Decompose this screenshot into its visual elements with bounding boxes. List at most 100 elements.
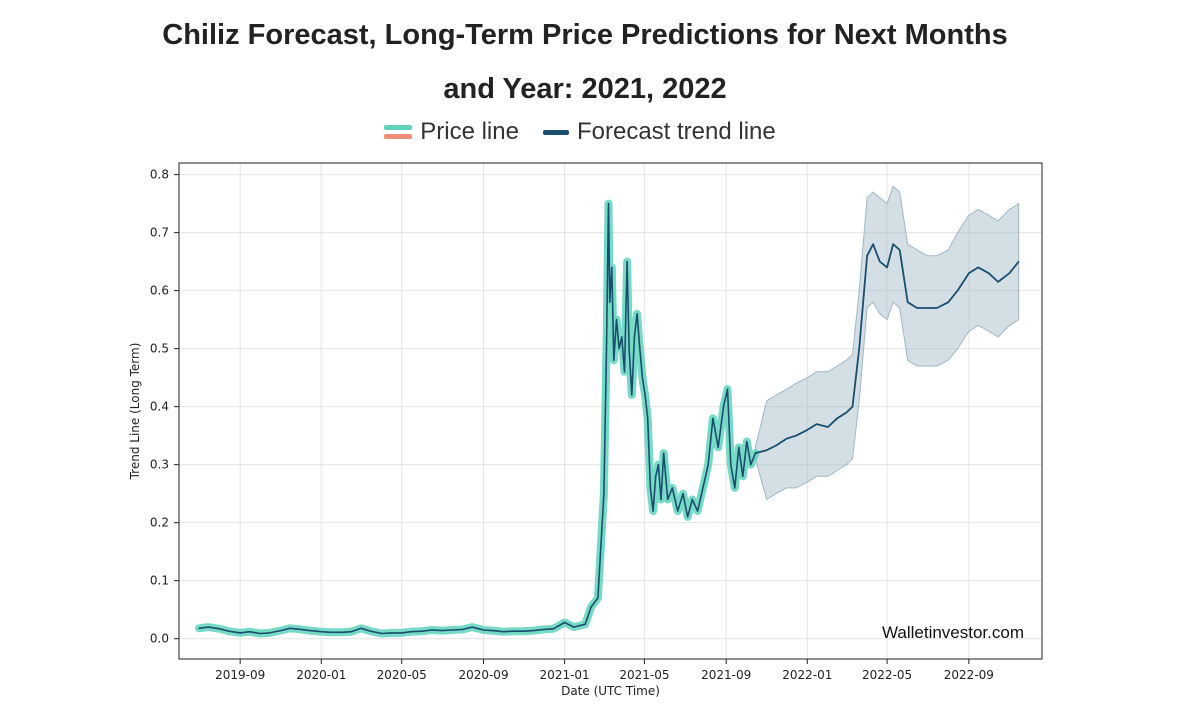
x-tick-label: 2020-01 — [296, 668, 346, 682]
forecast-point — [858, 348, 860, 350]
price-point — [691, 498, 693, 501]
price-point — [607, 203, 610, 205]
price-point — [219, 628, 221, 630]
price-point — [738, 446, 740, 448]
y-tick-label: 0.2 — [150, 516, 169, 530]
title-text-a: Forecast, — [239, 19, 385, 51]
tick-layer: 0.0 0.1 0.2 0.3 0.4 0.5 0.6 0.7 0.8 2019-09 2020-0… — [150, 168, 994, 682]
forecast-point — [866, 255, 868, 257]
price-point — [712, 417, 714, 419]
price-point — [730, 464, 732, 466]
grid — [179, 163, 1042, 659]
legend-item-forecast: Forecast trend line — [542, 118, 776, 146]
x-tick-label: 2022-01 — [782, 668, 832, 682]
price-point — [626, 261, 628, 263]
price-point — [471, 626, 473, 628]
price-point — [512, 630, 514, 632]
price-point — [597, 597, 599, 599]
price-point — [618, 348, 620, 350]
price-point — [451, 629, 453, 631]
price-point — [492, 630, 494, 632]
price-point — [734, 487, 736, 489]
legend-forecast-label: Forecast trend line — [576, 118, 776, 145]
price-point — [341, 631, 343, 633]
forecast-point — [977, 266, 979, 268]
plot-frame — [178, 162, 1043, 660]
price-point — [717, 446, 719, 448]
forecast-point — [775, 444, 777, 447]
forecast-point — [754, 452, 757, 454]
price-point — [613, 359, 615, 361]
x-tick-label: 2021-09 — [701, 668, 751, 682]
forecast-point — [927, 307, 929, 309]
forecast-point — [1018, 261, 1020, 263]
price-point — [631, 394, 633, 396]
price-point — [697, 510, 699, 512]
forecast-point — [988, 272, 990, 274]
forecast-point — [892, 243, 894, 245]
legend-item-price: Price line — [384, 118, 519, 146]
forecast-point — [899, 249, 901, 251]
price-point — [660, 498, 662, 501]
price-point — [726, 388, 729, 390]
price-point — [722, 406, 725, 408]
y-tick-label: 0.3 — [150, 458, 169, 472]
forecast-confidence-band — [754, 185, 1020, 501]
forecast-point — [879, 261, 881, 263]
price-point — [259, 632, 261, 635]
price-point — [605, 348, 608, 350]
x-tick-label: 2020-09 — [458, 668, 508, 682]
x-tick-label: 2021-01 — [540, 668, 590, 682]
price-point — [584, 623, 586, 625]
price-point — [623, 371, 626, 373]
forecast-point — [845, 411, 848, 414]
price-point — [663, 452, 665, 454]
forecast-point — [1008, 272, 1011, 274]
price-point — [750, 464, 752, 466]
price-line — [198, 202, 757, 635]
x-tick-label: 2022-09 — [944, 668, 994, 682]
x-tick-label: 2020-05 — [377, 668, 427, 682]
price-point — [350, 631, 352, 633]
title-coin-name: Chiliz — [162, 19, 240, 51]
price-point — [228, 630, 230, 632]
price-point — [590, 606, 592, 608]
forecast-point — [872, 243, 874, 245]
price-point — [532, 630, 535, 632]
price-point — [655, 475, 657, 477]
price-point — [671, 487, 673, 489]
forecast-point — [907, 301, 909, 303]
price-point — [390, 632, 392, 634]
forecast-point — [997, 281, 999, 283]
forecast-line-swatch — [542, 129, 569, 135]
price-line-swatch — [384, 123, 413, 141]
x-axis-label: Date (UTC Time) — [561, 684, 660, 698]
price-point — [603, 493, 605, 495]
y-tick-label: 0.0 — [150, 632, 169, 646]
price-point — [746, 440, 748, 443]
y-tick-label: 0.6 — [150, 284, 169, 298]
price-point — [198, 627, 200, 629]
price-point — [687, 516, 689, 518]
forecast-point — [947, 301, 949, 303]
price-point — [641, 377, 644, 379]
watermark: Walletinvestor.com — [882, 623, 1024, 642]
price-point — [431, 629, 433, 631]
forecast-point — [806, 429, 808, 431]
price-point — [207, 626, 209, 628]
price-point — [248, 631, 251, 633]
forecast-point — [957, 290, 959, 292]
forecast-point — [816, 423, 818, 425]
price-point — [611, 266, 613, 268]
price-point — [644, 394, 646, 396]
forecast-point — [827, 426, 829, 428]
price-point — [300, 628, 302, 631]
y-tick-label: 0.5 — [150, 342, 169, 356]
forecast-point — [786, 438, 788, 440]
price-point — [707, 464, 709, 466]
forecast-point — [886, 266, 888, 268]
forecast-point — [836, 417, 838, 419]
forecast-point — [851, 406, 854, 408]
price-point — [649, 487, 652, 489]
x-tick-label: 2021-05 — [619, 668, 669, 682]
